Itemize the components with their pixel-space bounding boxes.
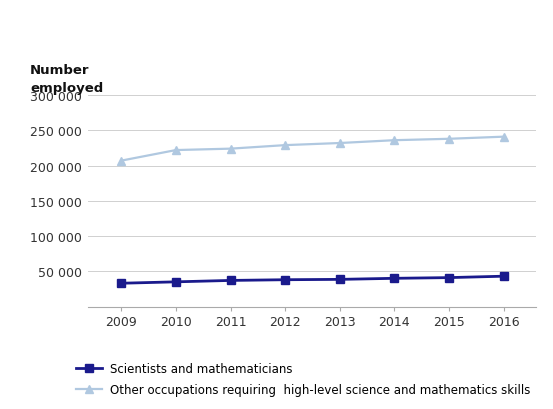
Text: Number: Number <box>30 64 90 77</box>
Legend: Scientists and mathematicians, Other occupations requiring  high-level science a: Scientists and mathematicians, Other occ… <box>76 362 531 396</box>
Text: employed: employed <box>30 82 103 95</box>
